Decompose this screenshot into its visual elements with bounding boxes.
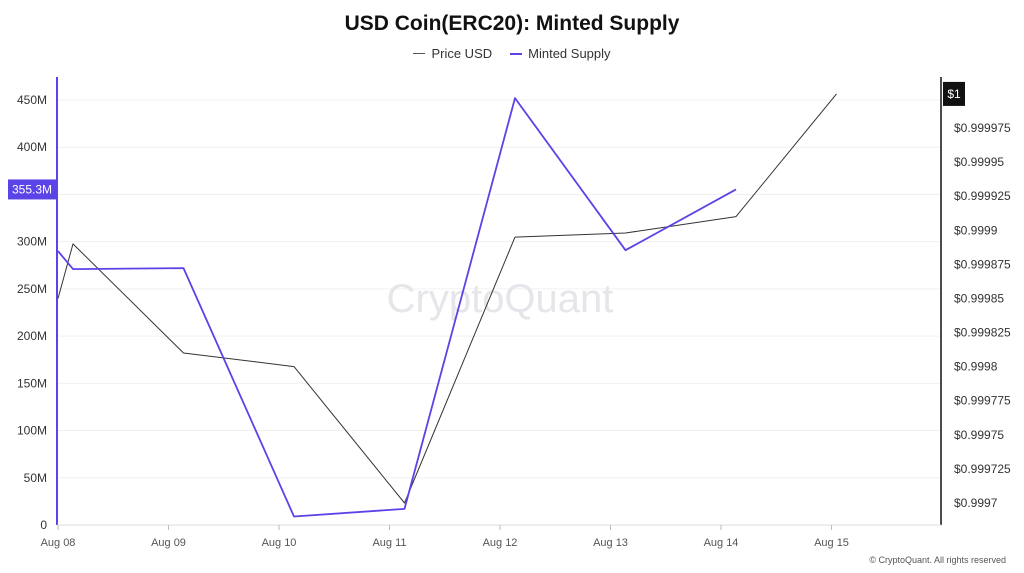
- x-tick-label: Aug 12: [483, 537, 518, 549]
- left-tick-label: 300M: [17, 235, 47, 249]
- legend-item-price[interactable]: Price USD: [413, 46, 492, 61]
- right-tick-label: $0.999725: [954, 462, 1011, 476]
- right-tick-label: $0.99985: [954, 291, 1004, 305]
- right-tick-label: $0.999875: [954, 257, 1011, 271]
- right-tick-label: $0.9999: [954, 223, 998, 237]
- axis-layer: [56, 77, 942, 530]
- series-layer: [57, 93, 837, 518]
- x-tick-label: Aug 09: [151, 537, 186, 549]
- right-tick-label: $0.999925: [954, 189, 1011, 203]
- right-tick-label: $0.99995: [954, 155, 1004, 169]
- left-value-badge-label: 355.3M: [12, 182, 52, 196]
- legend-swatch-minted-supply: [510, 52, 523, 55]
- right-tick-label: $0.999975: [954, 121, 1011, 135]
- right-tick-label: $0.999775: [954, 394, 1011, 408]
- x-tick-label: Aug 15: [814, 537, 849, 549]
- left-tick-label: 0: [40, 518, 47, 532]
- series-line-minted-supply: [57, 97, 737, 518]
- right-tick-label: $0.9998: [954, 360, 998, 374]
- right-tick-label: $0.9997: [954, 496, 998, 510]
- legend-label-minted-supply: Minted Supply: [528, 46, 611, 61]
- copyright-credit: © CryptoQuant. All rights reserved: [869, 555, 1006, 565]
- legend-label-price: Price USD: [431, 46, 493, 61]
- watermark: CryptoQuant: [387, 277, 614, 321]
- left-tick-label: 150M: [17, 376, 47, 390]
- x-tick-label: Aug 14: [704, 537, 739, 549]
- right-tick-label: $0.999825: [954, 326, 1011, 340]
- x-tick-label: Aug 08: [41, 537, 76, 549]
- left-tick-label: 200M: [17, 329, 47, 343]
- label-layer: 050M100M150M200M250M300M350M400M450M$0.9…: [8, 81, 1011, 549]
- legend-swatch-price: [413, 53, 426, 54]
- grid-layer: [57, 99, 941, 479]
- left-tick-label: 50M: [24, 471, 47, 485]
- right-tick-label: $0.99975: [954, 428, 1004, 442]
- x-tick-label: Aug 11: [372, 537, 406, 549]
- chart-title: USD Coin(ERC20): Minted Supply: [344, 12, 680, 35]
- right-value-badge-label: $1: [947, 87, 961, 101]
- legend-item-minted-supply[interactable]: Minted Supply: [510, 46, 611, 61]
- right-value-badge: [943, 81, 965, 106]
- left-tick-label: 250M: [17, 282, 47, 296]
- x-tick-label: Aug 13: [593, 537, 628, 549]
- x-tick-label: Aug 10: [262, 537, 297, 549]
- chart-legend: Price USD Minted Supply: [0, 46, 1024, 61]
- left-value-badge: [8, 179, 56, 200]
- left-tick-label: 100M: [17, 424, 47, 438]
- left-tick-label: 450M: [17, 93, 47, 107]
- left-tick-label: 400M: [17, 140, 47, 154]
